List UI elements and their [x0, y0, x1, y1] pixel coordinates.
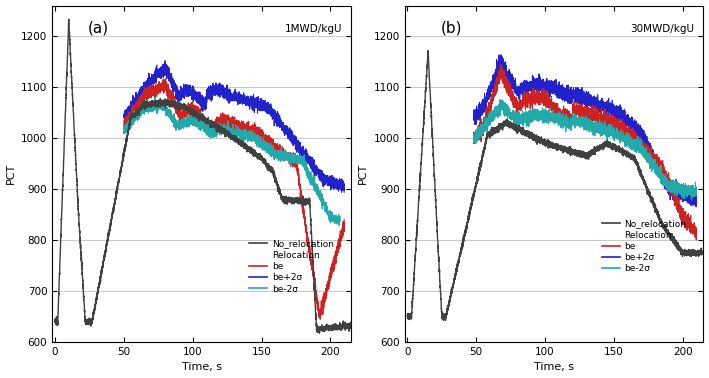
Text: 30MWD/kgU: 30MWD/kgU [630, 25, 695, 34]
Y-axis label: PCT: PCT [358, 163, 368, 184]
Text: 1MWD/kgU: 1MWD/kgU [284, 25, 342, 34]
X-axis label: Time, s: Time, s [182, 363, 222, 372]
Legend: No_relocation, Relocation, be, be+2σ, be-2σ: No_relocation, Relocation, be, be+2σ, be… [246, 236, 337, 297]
Text: (a): (a) [88, 20, 109, 36]
Legend: No_relocation, Relocation, be, be+2σ, be-2σ: No_relocation, Relocation, be, be+2σ, be… [598, 216, 690, 277]
Y-axis label: PCT: PCT [6, 163, 16, 184]
X-axis label: Time, s: Time, s [534, 363, 574, 372]
Text: (b): (b) [440, 20, 462, 36]
